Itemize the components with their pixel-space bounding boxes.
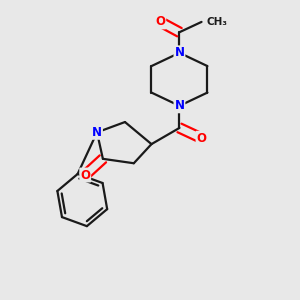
- Text: O: O: [196, 132, 206, 145]
- Text: O: O: [80, 169, 90, 182]
- Text: N: N: [92, 126, 102, 139]
- Text: N: N: [174, 46, 184, 59]
- Text: O: O: [155, 15, 165, 28]
- Text: CH₃: CH₃: [207, 17, 228, 27]
- Text: N: N: [174, 99, 184, 112]
